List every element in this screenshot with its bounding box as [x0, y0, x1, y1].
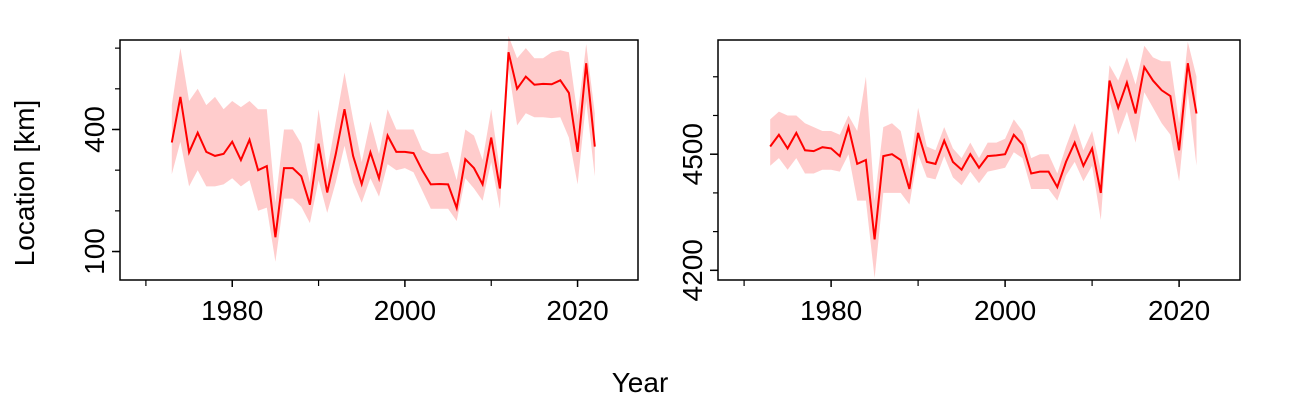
series-line: [170, 51, 596, 238]
y-tick-label: 4500: [677, 123, 708, 185]
confidence-band: [171, 35, 595, 262]
y-tick-label: 400: [79, 106, 110, 153]
x-tick-label: 2020: [1148, 295, 1210, 326]
y-tick-label: 4200: [677, 239, 708, 301]
x-tick-label: 1980: [800, 295, 862, 326]
x-tick-label: 2000: [374, 295, 436, 326]
left-panel: 1980 2000 2020 100 400: [79, 35, 639, 326]
confidence-band: [770, 41, 1197, 279]
x-tick-label: 2000: [974, 295, 1036, 326]
series-line: [769, 63, 1198, 240]
x-tick-label: 1980: [201, 295, 263, 326]
plot-frame: [119, 39, 639, 281]
x-axis-title: Year: [612, 367, 669, 398]
x-tick-label: 2020: [546, 295, 608, 326]
y-axis-title: Location [km]: [9, 100, 40, 267]
plot-frame: [717, 39, 1241, 281]
y-tick-label: 100: [79, 228, 110, 275]
right-panel: 1980 2000 2020 4200 4500: [677, 39, 1241, 326]
